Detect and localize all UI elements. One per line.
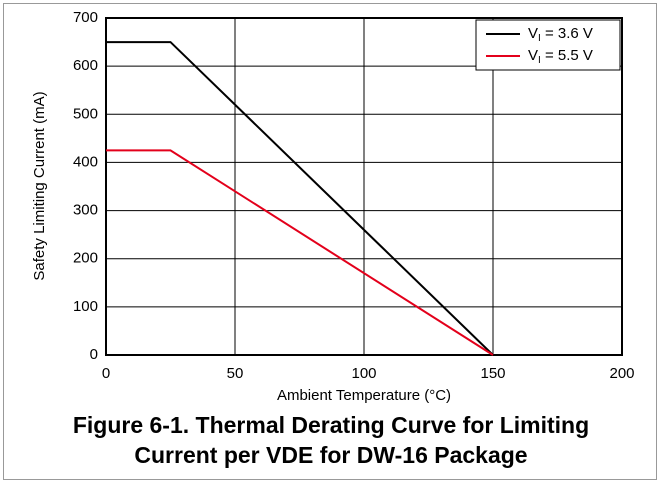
x-axis-label: Ambient Temperature (°C)	[277, 387, 451, 404]
x-tick-label: 150	[480, 365, 505, 382]
y-tick-label: 300	[73, 202, 98, 219]
y-tick-label: 700	[73, 9, 98, 26]
x-tick-label: 100	[351, 365, 376, 382]
legend-label-part: = 3.6 V	[541, 25, 593, 42]
legend-label: VI = 3.6 V	[528, 25, 593, 44]
series-line	[106, 149, 494, 356]
y-tick-label: 600	[73, 57, 98, 74]
y-axis-label: Safety Limiting Current (mA)	[31, 91, 48, 280]
frame	[3, 3, 657, 480]
chart: Ambient Temperature (°C) Safety Limiting…	[31, 9, 635, 404]
y-tick-label: 200	[73, 250, 98, 267]
legend-label-sub: I	[538, 33, 541, 44]
series-line	[106, 41, 494, 356]
y-tick-label: 100	[73, 298, 98, 315]
legend-label-part: V	[528, 25, 538, 42]
y-tick-label: 500	[73, 105, 98, 122]
legend-label-sub: I	[538, 55, 541, 66]
y-tick-label: 400	[73, 153, 98, 170]
figure-caption: Figure 6-1. Thermal Derating Curve for L…	[72, 412, 590, 468]
legend-label-part: V	[528, 47, 538, 64]
plot-border	[105, 17, 623, 356]
legend-label-part: = 5.5 V	[541, 47, 593, 64]
x-tick-label: 50	[227, 365, 244, 382]
y-tick-label: 0	[90, 346, 98, 363]
legend-label: VI = 5.5 V	[528, 47, 593, 66]
legend-box	[475, 19, 621, 71]
x-tick-label: 0	[102, 365, 110, 382]
x-tick-label: 200	[609, 365, 634, 382]
